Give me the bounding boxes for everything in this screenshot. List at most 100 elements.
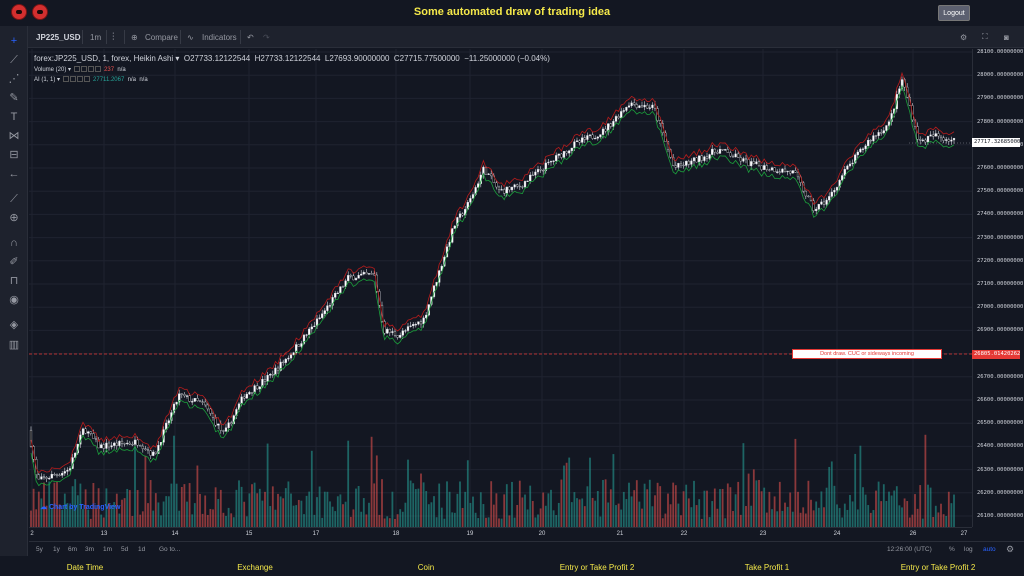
volume-bar bbox=[807, 480, 810, 527]
volume-bar bbox=[940, 503, 942, 527]
volume-bar bbox=[102, 517, 105, 527]
logout-button[interactable]: Logout bbox=[938, 5, 970, 21]
study-more-icon[interactable] bbox=[83, 76, 90, 83]
range-5y[interactable]: 5y bbox=[36, 546, 43, 553]
volume-bar bbox=[35, 509, 38, 527]
volume-bar bbox=[568, 457, 571, 527]
auto-toggle[interactable]: auto bbox=[983, 546, 996, 553]
measure-icon[interactable]: ⟋ bbox=[10, 193, 18, 205]
chart-canvas[interactable] bbox=[29, 49, 972, 527]
indicators-icon[interactable]: ∿ bbox=[187, 32, 194, 42]
layers-icon[interactable]: ◈ bbox=[9, 319, 19, 331]
settings-icon[interactable]: ⚙ bbox=[960, 32, 968, 42]
footer-date-time[interactable]: Date Time bbox=[66, 563, 104, 572]
candle-body bbox=[365, 272, 368, 275]
candle-body bbox=[679, 163, 683, 166]
range-1d[interactable]: 1d bbox=[138, 546, 146, 553]
fib-icon[interactable]: ⋰ bbox=[8, 73, 20, 85]
range-6m[interactable]: 6m bbox=[68, 546, 78, 553]
candle-body bbox=[882, 130, 885, 134]
compare-button[interactable]: Compare bbox=[145, 32, 178, 42]
volume-bar bbox=[329, 501, 331, 527]
volume-bar bbox=[199, 493, 201, 527]
range-1y[interactable]: 1y bbox=[53, 546, 60, 553]
candle-body bbox=[37, 474, 40, 480]
study-settings-icon[interactable] bbox=[80, 66, 87, 73]
chart-type-icon[interactable]: ⫶ bbox=[112, 31, 115, 43]
volume-bar bbox=[669, 504, 672, 527]
volume-bar bbox=[323, 491, 326, 527]
candle-body bbox=[516, 184, 519, 187]
range-1m[interactable]: 1m bbox=[103, 546, 113, 553]
crosshair-icon[interactable]: + bbox=[10, 35, 18, 47]
volume-bar bbox=[383, 518, 386, 527]
draw-mode-icon[interactable]: ✐ bbox=[9, 256, 19, 268]
candle-body bbox=[497, 186, 501, 190]
trendline-icon[interactable]: ⟋ bbox=[10, 54, 18, 66]
interval-button[interactable]: 1m bbox=[90, 32, 102, 42]
text-icon[interactable]: T bbox=[10, 111, 18, 123]
volume-bar bbox=[89, 518, 92, 527]
candle-body bbox=[500, 189, 503, 191]
candle-body bbox=[118, 440, 121, 446]
candle-body bbox=[185, 395, 189, 397]
brush-icon[interactable]: ✎ bbox=[9, 92, 19, 104]
clock[interactable]: 12:26:00 (UTC) bbox=[887, 546, 932, 553]
percent-toggle[interactable]: % bbox=[949, 546, 955, 553]
eye-icon[interactable]: ◉ bbox=[9, 294, 19, 306]
zoom-icon[interactable]: ⊕ bbox=[9, 212, 19, 224]
footer-entry-tp2[interactable]: Entry or Take Profit 2 bbox=[559, 563, 635, 572]
trash-icon[interactable]: ▥ bbox=[8, 339, 20, 351]
back-arrow-icon[interactable]: ← bbox=[8, 168, 20, 180]
goto-button[interactable]: Go to... bbox=[159, 546, 181, 553]
volume-bar bbox=[487, 517, 490, 527]
magnet-icon[interactable]: ∩ bbox=[10, 237, 18, 249]
pattern-icon[interactable]: ⋈ bbox=[8, 130, 20, 142]
candle-body bbox=[487, 173, 490, 175]
study-visibility-icon[interactable] bbox=[73, 66, 80, 73]
price-axis[interactable]: 28100.00000000 28000.00000000 27900.000000… bbox=[972, 49, 1024, 527]
settings-icon[interactable]: ⚙ bbox=[1006, 544, 1015, 554]
lock-icon[interactable]: ⊓ bbox=[9, 275, 19, 287]
volume-bar bbox=[321, 517, 324, 527]
indicators-button[interactable]: Indicators bbox=[202, 32, 237, 42]
undo-icon[interactable]: ↶ bbox=[247, 32, 254, 42]
footer-coin[interactable]: Coin bbox=[417, 563, 435, 572]
volume-bar bbox=[191, 514, 194, 527]
study-close-icon[interactable] bbox=[76, 76, 83, 83]
candle-body bbox=[399, 335, 402, 338]
tradingview-watermark[interactable]: ☁ Chart by TradingView bbox=[40, 504, 121, 511]
compare-icon[interactable]: ⊕ bbox=[131, 32, 138, 42]
volume-bar bbox=[492, 504, 495, 527]
fullscreen-icon[interactable]: ⛶ bbox=[982, 32, 988, 41]
price-chart[interactable] bbox=[29, 49, 972, 527]
symbol-search[interactable]: JP225_USD bbox=[36, 32, 81, 42]
redo-icon[interactable]: ↷ bbox=[263, 32, 270, 42]
symbol-description[interactable]: forex:JP225_USD, 1, forex, Heikin Ashi bbox=[34, 54, 174, 63]
footer-exchange[interactable]: Exchange bbox=[237, 563, 273, 572]
volume-study-label[interactable]: Volume (20) bbox=[34, 67, 67, 73]
candle-body bbox=[760, 165, 763, 170]
prediction-icon[interactable]: ⊟ bbox=[9, 149, 19, 161]
time-axis[interactable]: 2 13 14 15 17 18 19 20 21 22 23 24 26 27 bbox=[29, 527, 972, 541]
volume-bar bbox=[846, 509, 849, 527]
study-visibility-icon[interactable] bbox=[62, 76, 69, 83]
candle-body bbox=[284, 358, 287, 363]
range-3m[interactable]: 3m bbox=[85, 546, 95, 553]
volume-bar bbox=[661, 518, 664, 527]
ai-study-label[interactable]: AI (1, 1) bbox=[34, 77, 56, 83]
range-5d[interactable]: 5d bbox=[121, 546, 129, 553]
candle-body bbox=[752, 161, 755, 165]
log-toggle[interactable]: log bbox=[964, 546, 973, 553]
footer-entry-tp2-b[interactable]: Entry or Take Profit 2 bbox=[900, 563, 976, 572]
study-more-icon[interactable] bbox=[94, 66, 101, 73]
screenshot-icon[interactable]: ◙ bbox=[1004, 32, 1009, 42]
candle-body bbox=[323, 310, 326, 314]
watermark-text[interactable]: Chart by TradingView bbox=[48, 504, 121, 511]
study-close-icon[interactable] bbox=[87, 66, 94, 73]
footer-tp1[interactable]: Take Profit 1 bbox=[744, 563, 790, 572]
study-settings-icon[interactable] bbox=[69, 76, 76, 83]
alert-label[interactable]: Dont draw. CUC or sideways incoming bbox=[792, 349, 942, 359]
volume-bar bbox=[188, 483, 191, 527]
candle-body bbox=[721, 149, 724, 151]
